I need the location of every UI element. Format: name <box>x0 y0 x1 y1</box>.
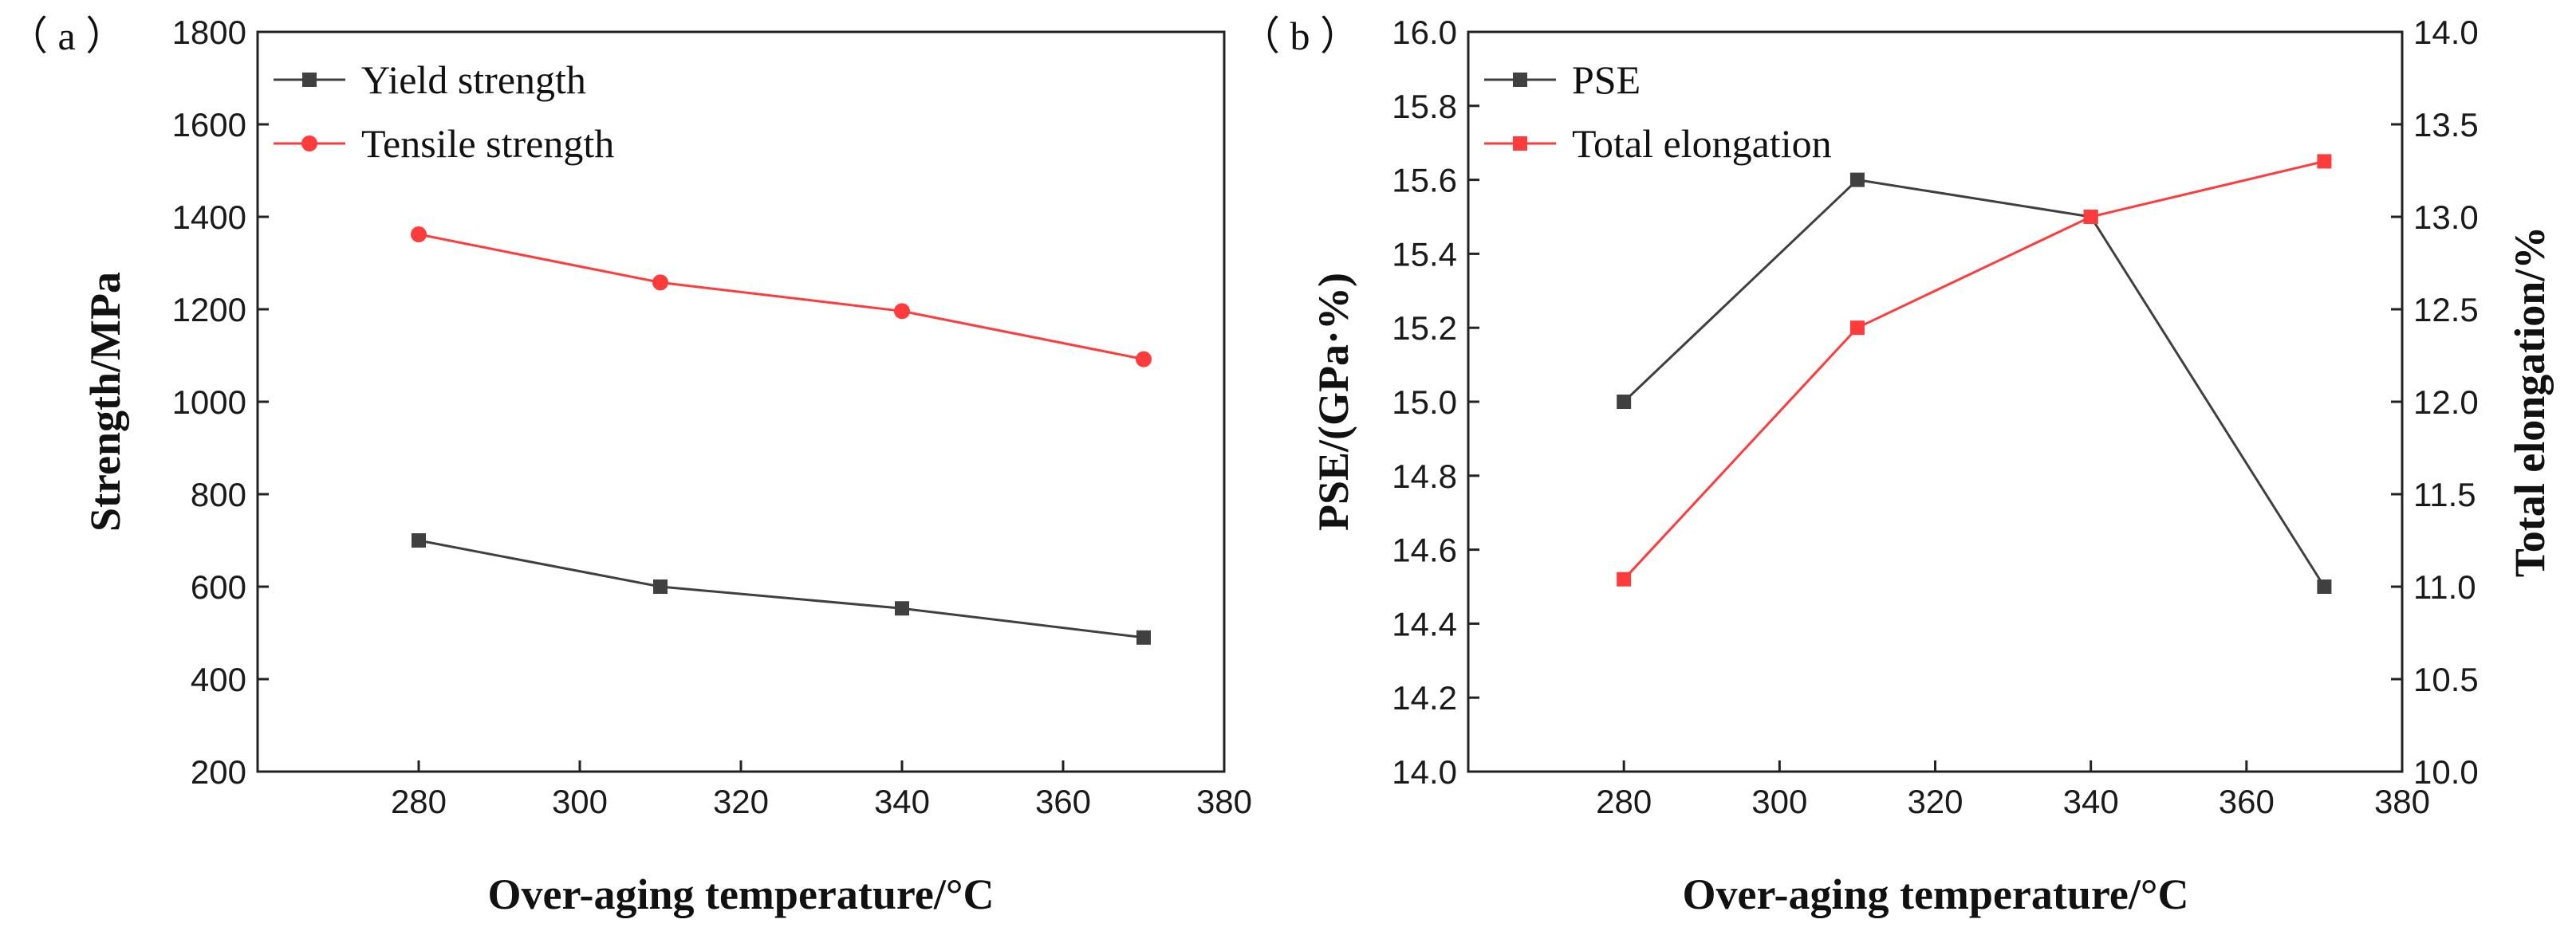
y2-tick-label: 11.0 <box>2413 568 2476 606</box>
data-point <box>1617 395 1632 409</box>
y-tick-label: 15.4 <box>1392 235 1457 273</box>
y2-tick-label: 11.5 <box>2413 476 2476 513</box>
y2-tick-label: 12.0 <box>2413 383 2479 421</box>
y-tick-label: 15.6 <box>1392 162 1457 199</box>
chart-a: （ a ） 200 400 600 800 1000 1200 1400 1600 1800 2… <box>8 14 1252 918</box>
y-tick-label: 1000 <box>172 383 246 421</box>
legend-label: Yield strength <box>361 57 586 102</box>
chart-b-y-ticks: 14.0 14.2 14.4 14.6 14.8 15.0 15.2 15.4 15.6 15.8… <box>1392 14 1479 791</box>
y2-tick-label: 10.5 <box>2413 661 2479 698</box>
x-tick-label: 280 <box>1596 783 1652 820</box>
y-tick-label: 15.8 <box>1392 88 1457 125</box>
chart-a-ylabel: Strength/MPa <box>81 272 129 532</box>
x-tick-label: 340 <box>2063 783 2119 820</box>
y-tick-label: 200 <box>191 753 246 791</box>
y-tick-label: 15.0 <box>1392 383 1457 421</box>
y2-tick-label: 10.0 <box>2413 753 2479 791</box>
series-line <box>418 539 1144 639</box>
x-tick-label: 280 <box>391 783 447 820</box>
y-tick-label: 14.2 <box>1392 679 1457 717</box>
data-point <box>894 303 910 320</box>
y-tick-label: 15.2 <box>1392 309 1457 347</box>
data-point <box>411 226 427 243</box>
y-tick-label: 14.4 <box>1392 605 1457 642</box>
x-tick-label: 360 <box>1035 783 1091 820</box>
chart-b-legend: PSE Total elongation <box>1484 57 1832 166</box>
y-tick-label: 1600 <box>172 106 246 143</box>
data-point <box>1849 320 1865 336</box>
data-point <box>412 533 426 548</box>
y2-tick-label: 13.0 <box>2413 198 2479 236</box>
data-point <box>1136 351 1152 367</box>
series-line <box>1623 179 2326 587</box>
legend-label: Tensile strength <box>361 121 614 166</box>
chart-a-xlabel: Over-aging temperature/°C <box>488 870 995 918</box>
chart-b-y2-ticks: 10.0 10.5 11.0 11.5 12.0 12.5 13.0 13.5 14.0 <box>2391 14 2479 791</box>
x-tick-label: 320 <box>1907 783 1963 820</box>
chart-a-legend: Yield strength Tensile strength <box>274 57 614 166</box>
y2-tick-label: 13.5 <box>2413 106 2479 143</box>
y-tick-label: 16.0 <box>1392 14 1457 51</box>
legend-marker <box>302 73 317 87</box>
y-tick-label: 1800 <box>172 14 246 51</box>
chart-b-x-ticks: 280 300 320 340 360 380 <box>1596 760 2430 820</box>
chart-a-y-ticks: 200 400 600 800 1000 1200 1400 1600 1800 <box>172 14 269 791</box>
legend-marker <box>1513 73 1527 87</box>
legend-label: PSE <box>1572 57 1641 102</box>
data-point <box>1849 172 1865 187</box>
chart-a-x-ticks: 280 300 320 340 360 380 <box>391 760 1252 820</box>
x-tick-label: 360 <box>2219 783 2275 820</box>
y-tick-label: 14.8 <box>1392 458 1457 495</box>
x-tick-label: 380 <box>2374 783 2430 820</box>
y2-tick-label: 14.0 <box>2413 14 2479 51</box>
series-line <box>1623 159 2325 580</box>
x-tick-label: 380 <box>1196 783 1252 820</box>
series-line <box>418 233 1144 361</box>
panel-b-label: （ b ） <box>1240 14 1360 58</box>
panel-a-label: （ a ） <box>8 14 125 58</box>
x-tick-label: 320 <box>713 783 769 820</box>
chart-b-series <box>1617 154 2332 594</box>
legend-marker <box>301 136 317 151</box>
data-point <box>2317 154 2332 169</box>
legend-marker <box>1513 136 1527 151</box>
y-tick-label: 800 <box>191 476 246 513</box>
chart-a-series <box>411 226 1152 645</box>
y-tick-label: 14.6 <box>1392 532 1457 569</box>
data-point <box>652 274 668 291</box>
x-tick-label: 340 <box>874 783 930 820</box>
chart-b-ylabel: PSE/(GPa·%) <box>1310 273 1357 531</box>
x-tick-label: 300 <box>552 783 608 820</box>
y-tick-label: 400 <box>191 661 246 698</box>
y-tick-label: 1200 <box>172 291 246 328</box>
chart-b-y2label: Total elongation/% <box>2506 226 2554 578</box>
y-tick-label: 600 <box>191 568 246 606</box>
data-point <box>2317 579 2332 594</box>
data-point <box>653 579 668 594</box>
data-point <box>2083 210 2098 224</box>
y-tick-label: 14.0 <box>1392 753 1457 791</box>
data-point <box>1136 630 1151 645</box>
legend-label: Total elongation <box>1572 121 1832 166</box>
chart-b: （ b ） 14.0 14.2 14.4 14.6 14.8 15.0 15.2 15.4 15… <box>1240 14 2554 918</box>
x-tick-label: 300 <box>1751 783 1807 820</box>
y-tick-label: 1400 <box>172 198 246 236</box>
y2-tick-label: 12.5 <box>2413 291 2479 328</box>
data-point <box>1617 572 1632 587</box>
data-point <box>895 601 909 616</box>
chart-b-xlabel: Over-aging temperature/°C <box>1683 870 2189 918</box>
